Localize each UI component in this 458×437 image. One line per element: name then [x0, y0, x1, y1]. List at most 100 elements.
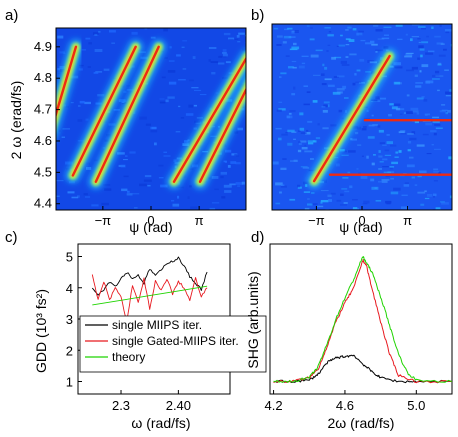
heatmap-a-speckle	[222, 53, 228, 57]
heatmap-b-speckle	[321, 83, 327, 86]
heatmap-a-speckle	[56, 180, 64, 182]
heatmap-b-speckle	[426, 153, 432, 155]
heatmap-a-speckle	[145, 123, 151, 126]
heatmap-a-speckle	[225, 160, 227, 163]
heatmap-b-speckle	[328, 84, 335, 87]
heatmap-a-x-tick-label: π	[195, 213, 204, 228]
heatmap-b-speckle	[390, 144, 397, 147]
heatmap-b-speckle	[386, 134, 390, 136]
heatmap-a-speckle	[106, 134, 111, 137]
heatmap-b-speckle	[356, 32, 363, 36]
chart-c-y-tick-label: 4	[66, 281, 73, 296]
heatmap-b-speckle	[326, 50, 329, 52]
heatmap-a-speckle	[223, 184, 232, 188]
heatmap-b-speckle	[411, 24, 420, 26]
heatmap-b-speckle	[362, 203, 368, 205]
heatmap-a-speckle	[241, 181, 245, 185]
heatmap-b-speckle	[378, 129, 384, 133]
heatmap-b-speckle	[317, 123, 320, 126]
heatmap-a-speckle	[195, 121, 202, 125]
heatmap-a-speckle	[103, 68, 110, 71]
heatmap-a-speckle	[185, 113, 194, 116]
heatmap-a-speckle	[181, 46, 185, 48]
heatmap-b-speckle	[357, 126, 361, 130]
heatmap-a-speckle	[194, 120, 200, 124]
heatmap-b-speckle	[445, 91, 452, 95]
heatmap-a-speckle	[78, 68, 83, 71]
heatmap-a-speckle	[193, 127, 197, 130]
heatmap-b-speckle	[278, 101, 283, 103]
heatmap-b-speckle	[380, 97, 387, 100]
heatmap-b-speckle	[375, 29, 383, 32]
heatmap-b-speckle	[411, 66, 418, 70]
heatmap-b-speckle	[398, 131, 405, 134]
heatmap-a-speckle	[104, 188, 112, 191]
heatmap-a-speckle	[189, 168, 194, 170]
heatmap-b-speckle	[378, 150, 381, 153]
heatmap-b-speckle	[415, 82, 423, 84]
heatmap-b-speckle	[422, 133, 429, 136]
heatmap-b-speckle	[345, 44, 350, 46]
heatmap-b-speckle	[340, 204, 347, 206]
heatmap-b-speckle	[363, 200, 370, 204]
heatmap-b-speckle	[382, 166, 389, 168]
heatmap-b-speckle	[437, 89, 440, 92]
heatmap-a-speckle	[113, 109, 120, 111]
heatmap-b-speckle	[358, 30, 364, 33]
heatmap-b-x-tick-label: π	[403, 213, 412, 228]
heatmap-b-speckle	[365, 71, 372, 73]
heatmap-b-speckle	[306, 129, 309, 132]
heatmap-a-speckle	[147, 185, 151, 187]
heatmap-b-speckle	[407, 141, 412, 144]
heatmap-b-speckle	[359, 58, 365, 62]
chart-c-y-tick-label: 1	[66, 375, 73, 390]
heatmap-a-speckle	[158, 164, 164, 167]
heatmap-b-speckle	[306, 25, 310, 27]
heatmap-a-speckle	[189, 79, 194, 82]
heatmap-b-speckle	[424, 190, 427, 193]
heatmap-b-speckle	[433, 193, 437, 197]
heatmap-b-speckle	[287, 129, 295, 133]
heatmap-b-speckle	[307, 120, 313, 123]
heatmap-a-speckle	[93, 72, 99, 74]
heatmap-a-speckle	[94, 159, 99, 162]
heatmap-a-speckle	[184, 140, 189, 143]
heatmap-a-speckle	[143, 179, 152, 182]
heatmap-a-speckle	[208, 59, 211, 62]
chart-c-x-tick-label: 2.40	[166, 398, 191, 413]
heatmap-b-speckle	[341, 188, 348, 190]
heatmap-a-speckle	[98, 30, 101, 33]
heatmap-a-speckle	[123, 159, 128, 161]
heatmap-b-speckle	[275, 182, 283, 186]
heatmap-b-speckle	[417, 57, 420, 60]
heatmap-b-speckle	[424, 197, 430, 200]
heatmap-a-speckle	[120, 164, 126, 168]
heatmap-b-speckle	[416, 97, 424, 100]
heatmap-b-speckle	[275, 127, 282, 130]
heatmap-b-speckle	[381, 37, 390, 40]
heatmap-a-speckle	[211, 72, 216, 75]
heatmap-a-speckle	[190, 206, 198, 209]
heatmap-b-speckle	[279, 76, 282, 78]
heatmap-b-x-tick-label: −π	[308, 213, 325, 228]
heatmap-b-speckle	[394, 103, 401, 106]
heatmap-b-speckle	[340, 193, 344, 196]
heatmap-b-speckle	[289, 110, 296, 113]
heatmap-a-y-tick-label: 4.8	[34, 70, 52, 85]
heatmap-b-speckle	[336, 91, 343, 94]
heatmap-b-speckle	[340, 60, 347, 64]
heatmap-a-trace-2	[87, 38, 167, 190]
heatmap-b-speckle	[336, 199, 342, 202]
heatmap-b-speckle	[439, 24, 442, 27]
heatmap-a-speckle	[121, 188, 128, 192]
heatmap-a-speckle	[168, 60, 175, 62]
heatmap-b-speckle	[300, 140, 307, 143]
heatmap-a-speckle	[59, 51, 65, 54]
series-line-d-0	[273, 354, 452, 384]
heatmap-a-speckle	[62, 128, 70, 130]
heatmap-a: −π 0 π 4.4 4.5 4.6 4.7 4.8 4.9 2 ω (erad/fs) ψ (…	[8, 27, 247, 235]
heatmap-b-speckle	[280, 72, 287, 75]
heatmap-b-speckle	[276, 35, 283, 38]
heatmap-a-speckle	[125, 155, 128, 157]
heatmap-a-speckle	[177, 195, 180, 199]
